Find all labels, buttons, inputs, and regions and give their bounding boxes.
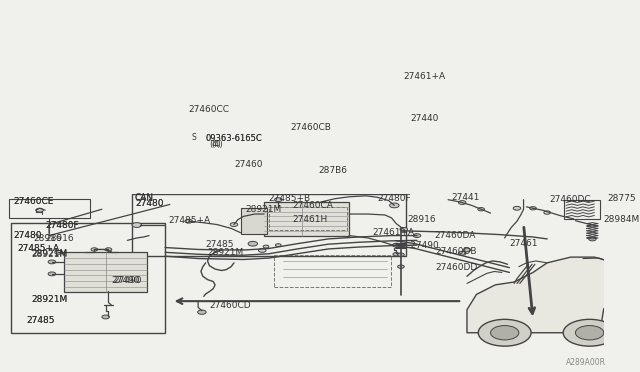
Text: 28921M: 28921M: [31, 249, 67, 258]
Text: CAN: CAN: [135, 193, 154, 202]
Circle shape: [458, 251, 466, 255]
Text: 27460DB: 27460DB: [436, 247, 477, 256]
Text: 27461+A: 27461+A: [372, 228, 415, 237]
Text: (4): (4): [209, 140, 221, 149]
Text: 27485+A: 27485+A: [168, 216, 210, 225]
Text: 09363-6165C: 09363-6165C: [205, 134, 262, 143]
Text: 27460CE: 27460CE: [13, 197, 54, 206]
Text: 27485+A: 27485+A: [17, 244, 59, 253]
Text: 28916: 28916: [33, 234, 61, 243]
Text: 09363-6165C: 09363-6165C: [205, 134, 262, 143]
Text: 27441: 27441: [451, 193, 479, 202]
Text: 27460CA: 27460CA: [292, 201, 333, 210]
Circle shape: [248, 241, 257, 246]
Circle shape: [230, 223, 237, 227]
Circle shape: [132, 223, 141, 227]
Circle shape: [589, 237, 596, 241]
Bar: [269, 207, 347, 230]
Circle shape: [490, 326, 519, 340]
Circle shape: [198, 310, 206, 314]
Bar: [273, 255, 392, 287]
Circle shape: [544, 211, 550, 214]
Circle shape: [478, 208, 484, 211]
Text: 27480: 27480: [13, 231, 42, 240]
Circle shape: [91, 248, 98, 251]
Circle shape: [48, 260, 56, 264]
Text: 28921M: 28921M: [31, 295, 67, 304]
Bar: [132, 194, 406, 256]
Circle shape: [478, 319, 531, 346]
Circle shape: [400, 227, 408, 231]
Circle shape: [275, 198, 282, 202]
Circle shape: [390, 203, 399, 208]
Text: 27485: 27485: [205, 240, 234, 249]
Text: 27460CE: 27460CE: [13, 197, 54, 206]
Polygon shape: [467, 257, 623, 333]
Circle shape: [54, 250, 62, 254]
Circle shape: [458, 201, 466, 205]
Text: (4): (4): [211, 140, 223, 149]
Text: CAN: CAN: [135, 194, 154, 203]
Text: 287B6: 287B6: [319, 166, 348, 176]
Text: 28921M: 28921M: [31, 295, 67, 304]
Text: 27460CC: 27460CC: [189, 105, 230, 114]
Text: 27440: 27440: [410, 114, 439, 123]
Text: 27460DD: 27460DD: [436, 263, 478, 272]
Circle shape: [275, 244, 281, 247]
Circle shape: [263, 245, 269, 248]
Text: 27460DA: 27460DA: [434, 231, 476, 240]
Circle shape: [563, 319, 616, 346]
Circle shape: [397, 253, 404, 256]
Circle shape: [413, 234, 420, 237]
Text: 27461: 27461: [509, 239, 538, 248]
Circle shape: [393, 253, 399, 256]
Bar: [12, 223, 165, 333]
Text: 27461+A: 27461+A: [404, 72, 446, 81]
Text: 27485+A: 27485+A: [17, 244, 59, 253]
Circle shape: [530, 206, 536, 210]
Text: 27490: 27490: [113, 276, 141, 285]
Circle shape: [102, 315, 109, 319]
Bar: [10, 199, 90, 218]
Text: 27480F: 27480F: [45, 221, 79, 230]
Text: A289A00R: A289A00R: [566, 358, 606, 367]
Text: 27485+B: 27485+B: [269, 194, 311, 203]
Circle shape: [392, 243, 400, 247]
Text: 28916: 28916: [45, 234, 74, 243]
Text: 27490: 27490: [111, 276, 140, 285]
Text: 27480: 27480: [135, 199, 163, 208]
Circle shape: [463, 248, 471, 252]
Bar: [241, 208, 267, 234]
Text: S: S: [191, 133, 196, 142]
Text: 27461H: 27461H: [292, 215, 328, 224]
Text: 28775: 28775: [607, 194, 636, 203]
Text: 27460: 27460: [234, 160, 262, 169]
Text: 28984M: 28984M: [604, 215, 640, 224]
Text: 28916: 28916: [408, 215, 436, 224]
Text: 27460CB: 27460CB: [291, 124, 332, 132]
Circle shape: [575, 326, 604, 340]
Text: 27460CD: 27460CD: [209, 301, 251, 311]
Text: 27480F: 27480F: [378, 194, 411, 203]
Text: -27490: -27490: [408, 241, 439, 250]
Bar: [564, 200, 600, 219]
Text: 28921M: 28921M: [245, 205, 282, 214]
Circle shape: [48, 272, 56, 276]
Text: 27480: 27480: [135, 199, 163, 208]
Text: 27480F: 27480F: [45, 221, 79, 230]
Text: 27485: 27485: [26, 316, 55, 325]
Circle shape: [36, 208, 44, 212]
Text: 27480: 27480: [13, 231, 42, 240]
Circle shape: [513, 206, 521, 210]
Text: 27460DC: 27460DC: [549, 195, 591, 204]
Bar: [264, 202, 349, 235]
Text: 28921M: 28921M: [31, 250, 67, 259]
Text: 27485: 27485: [26, 316, 55, 325]
Circle shape: [397, 265, 404, 268]
Circle shape: [259, 248, 266, 252]
Text: 28921M: 28921M: [207, 248, 244, 257]
Bar: [64, 252, 147, 292]
Circle shape: [105, 248, 112, 251]
Circle shape: [185, 219, 193, 223]
